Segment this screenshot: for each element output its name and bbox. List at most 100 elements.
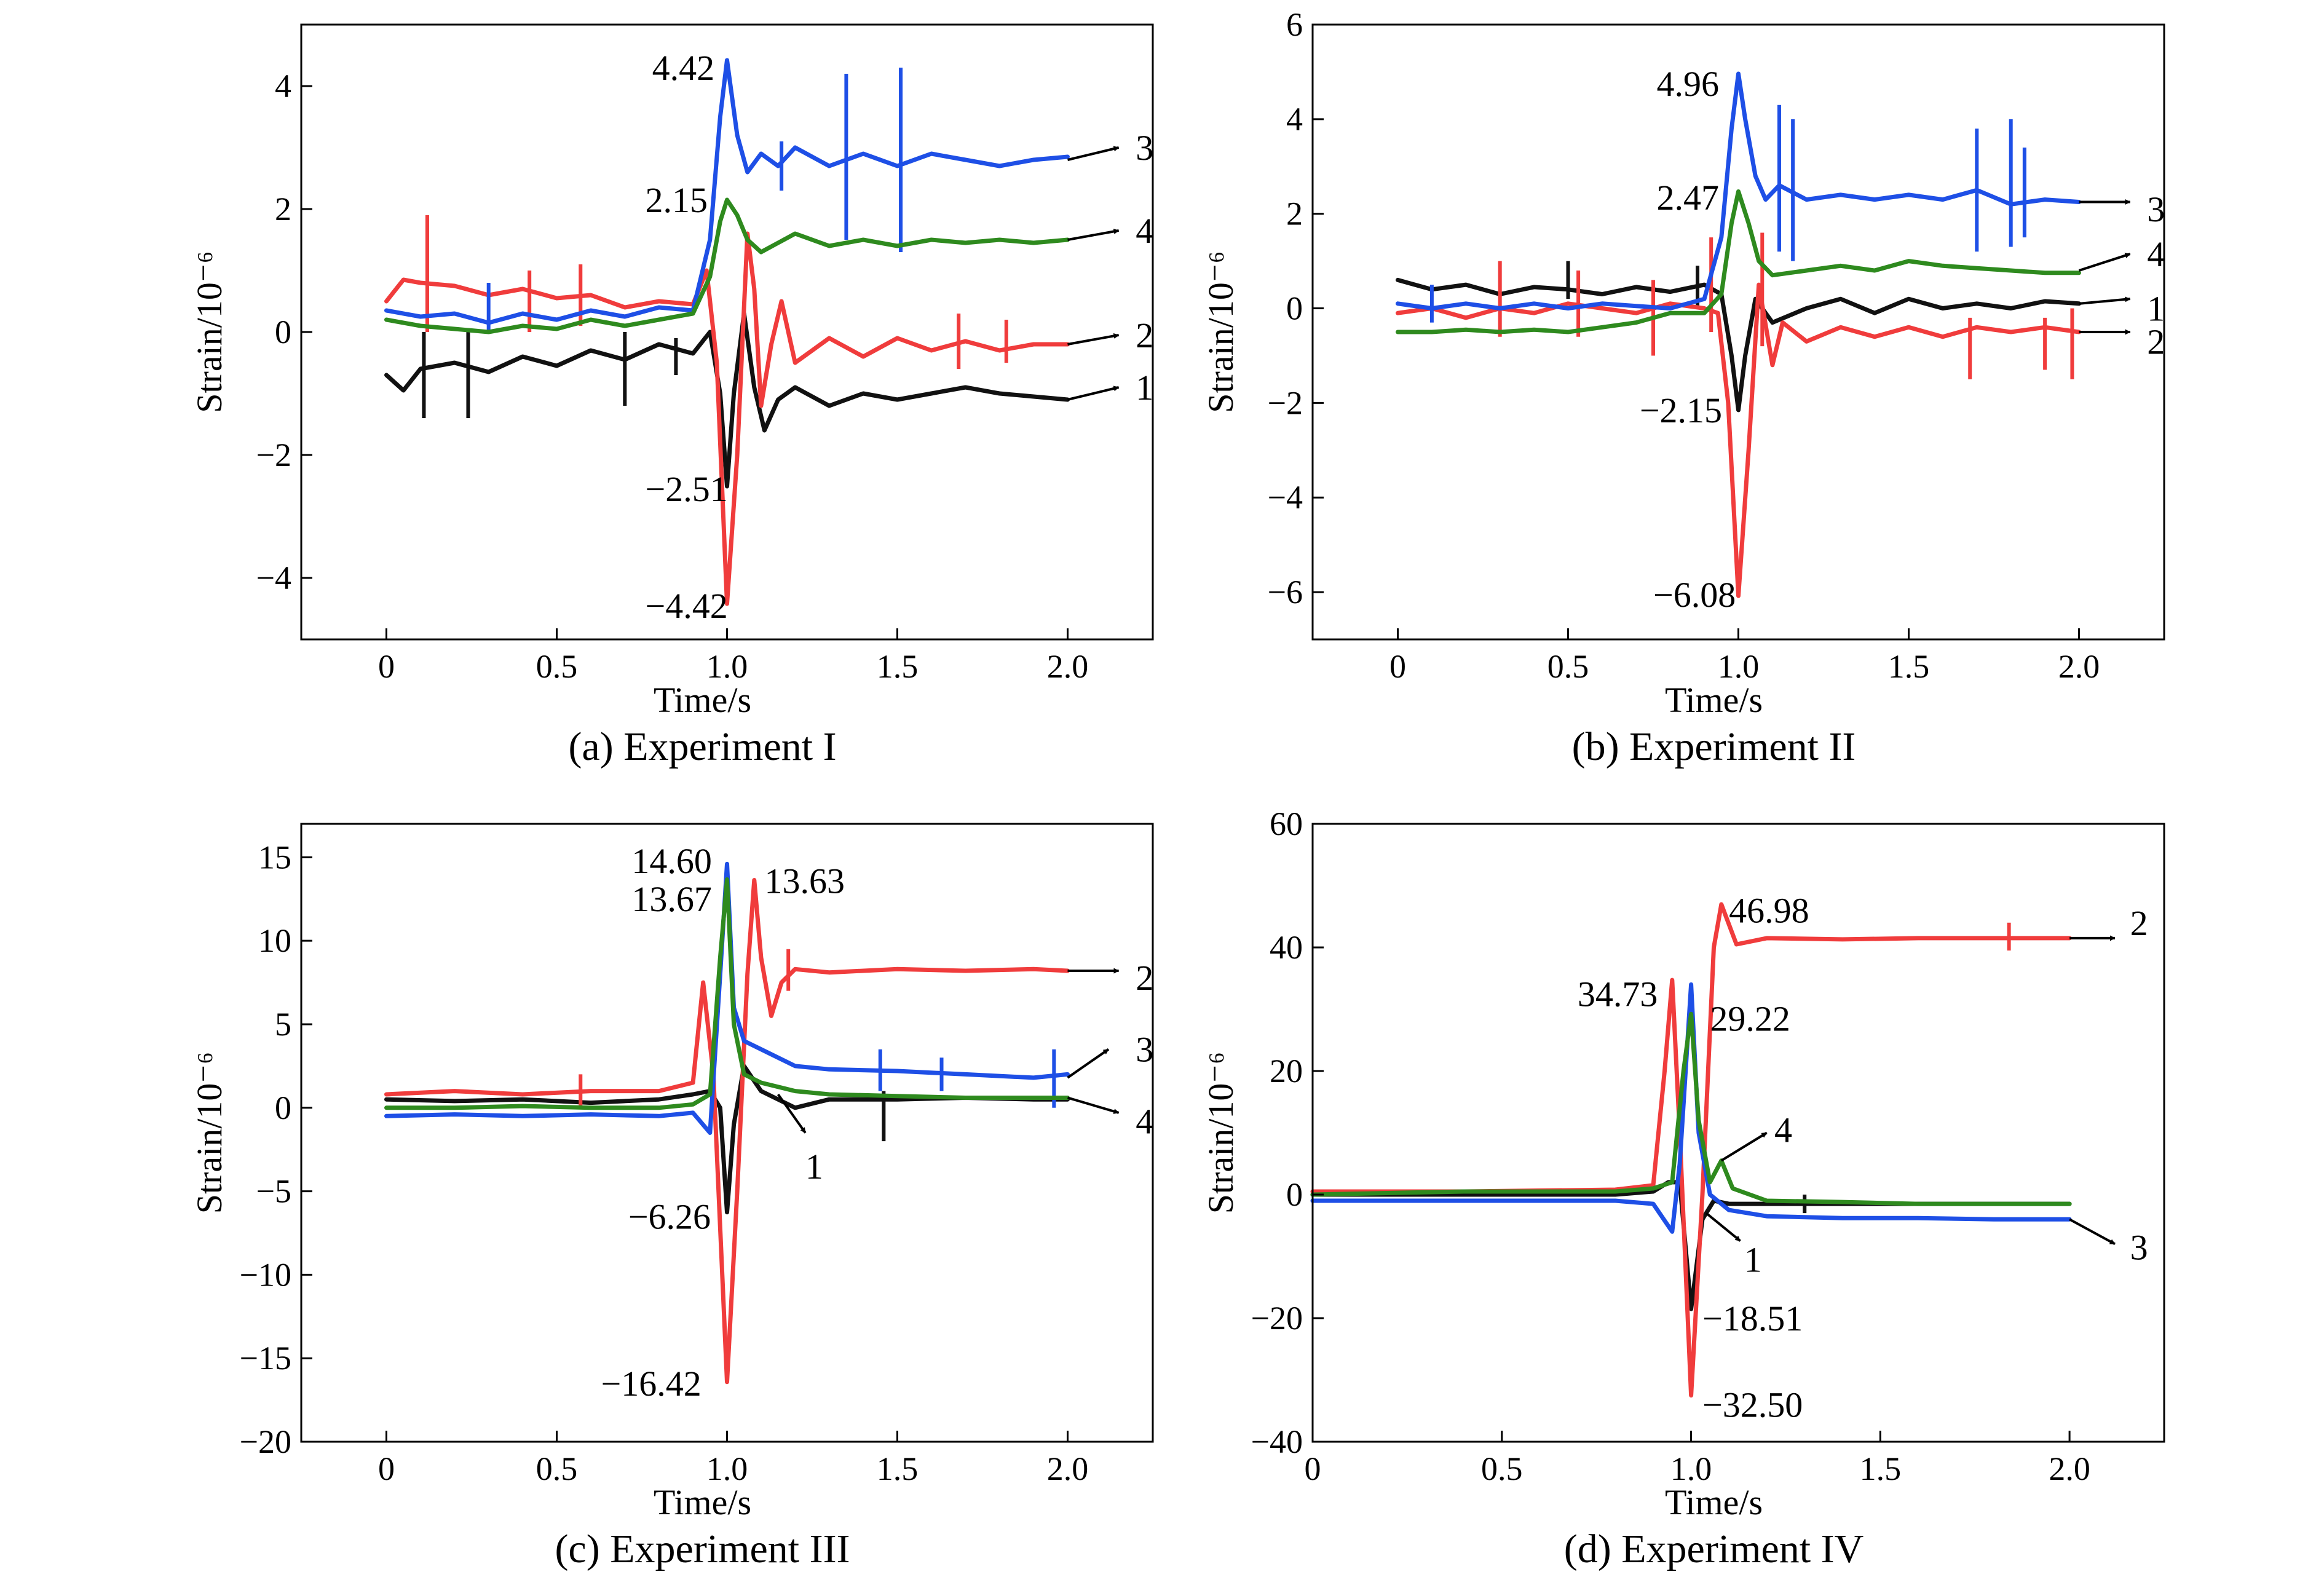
series-line-1 [1396, 277, 2081, 413]
series-label: 4 [2147, 234, 2165, 274]
series-label: 4 [1774, 1110, 1792, 1150]
series-label-arrow [2069, 1218, 2116, 1246]
y-tick-label: 0 [275, 1089, 291, 1126]
y-tick-label: −20 [240, 1423, 291, 1460]
x-tick-label: 0.5 [536, 648, 578, 685]
x-tick-label: 0 [378, 648, 395, 685]
y-tick-label: 2 [1286, 196, 1303, 232]
peak-annotation: −18.51 [1702, 1298, 1803, 1338]
x-axis-label: Time/s [1665, 680, 1763, 720]
x-axis-label: Time/s [654, 680, 751, 720]
x-tick-label: 0.5 [536, 1450, 578, 1487]
peak-annotation: 4.42 [652, 48, 715, 88]
y-tick-label: −4 [256, 559, 291, 596]
series-line-2 [384, 231, 1070, 606]
series-label-arrow [1067, 146, 1120, 161]
x-tick-label: 0.5 [1547, 648, 1589, 685]
series-label: 3 [2147, 189, 2165, 229]
y-tick-label: −4 [1268, 479, 1303, 516]
x-tick-label: 2.0 [1047, 648, 1089, 685]
y-tick-label: −10 [240, 1256, 291, 1293]
peak-annotation: 13.67 [631, 879, 712, 919]
caption: (c) Experiment III [555, 1527, 850, 1571]
x-tick-label: 0 [1389, 648, 1406, 685]
series-line-4 [384, 197, 1070, 334]
y-tick-label: −6 [1268, 574, 1303, 611]
series-line-3 [1310, 982, 2072, 1234]
series-label: 1 [1744, 1240, 1762, 1280]
x-tick-label: 1.0 [706, 1450, 748, 1487]
peak-annotation: 14.60 [631, 841, 712, 881]
series-label: 1 [805, 1147, 823, 1187]
y-tick-label: 4 [1286, 101, 1303, 138]
plot-area: 0 0.5 1.0 1.5 2.0 −40 −20 0 20 40 60 34.73 29.22 46.9… [1251, 805, 2165, 1487]
x-tick-label: 0 [1305, 1450, 1321, 1487]
peak-annotation: 2.15 [646, 180, 708, 220]
plot-area: 0 0.5 1.0 1.5 2.0 −4 −2 0 2 4 4.42 2.15 −2.51 −4.42 3 4… [256, 23, 1154, 685]
y-tick-label: −40 [1251, 1423, 1303, 1460]
panel-experiment-4: 0 0.5 1.0 1.5 2.0 −40 −20 0 20 40 60 34.73 29.22 46.9… [1201, 805, 2165, 1571]
y-tick-label: 15 [258, 839, 291, 875]
series-line-1 [384, 1064, 1070, 1215]
peak-annotation: −2.51 [646, 469, 728, 509]
series-label: 3 [1136, 1030, 1153, 1070]
x-tick-label: 0.5 [1481, 1450, 1523, 1487]
series-label: 2 [1136, 958, 1153, 998]
y-axis-label: Strain/10⁻⁶ [189, 1052, 229, 1214]
series-label: 4 [1136, 1101, 1153, 1141]
x-tick-label: 1.5 [877, 1450, 919, 1487]
y-tick-label: 4 [275, 68, 291, 105]
y-axis-label: Strain/10⁻⁶ [1201, 251, 1241, 413]
peak-annotation: −32.50 [1702, 1385, 1803, 1425]
x-tick-label: 0 [378, 1450, 395, 1487]
y-tick-label: −2 [256, 437, 291, 473]
x-tick-label: 2.0 [2058, 648, 2100, 685]
x-tick-label: 2.0 [1047, 1450, 1089, 1487]
panel-experiment-3: 0 0.5 1.0 1.5 2.0 −20 −15 −10 −5 0 5 10 15 14.60 13.63… [189, 823, 1154, 1571]
peak-annotation: 4.96 [1657, 64, 1720, 104]
series-label: 1 [1136, 368, 1153, 408]
series-label-arrow [777, 1093, 807, 1134]
series-line-4 [1396, 189, 2081, 334]
series-label-arrow [1067, 333, 1120, 346]
series-label: 3 [2130, 1227, 2148, 1267]
peak-annotation: −2.15 [1640, 390, 1722, 430]
y-tick-label: 40 [1270, 929, 1303, 966]
series-line-1 [384, 311, 1070, 489]
y-tick-label: −15 [240, 1340, 291, 1377]
plot-frame [1311, 823, 2165, 1443]
series-label-arrow [1720, 1131, 1768, 1162]
y-axis-label: Strain/10⁻⁶ [189, 251, 229, 413]
x-tick-label: 1.0 [1718, 648, 1760, 685]
y-tick-label: 0 [275, 314, 291, 350]
series-line-3 [1396, 71, 2081, 310]
series-label: 2 [2147, 322, 2165, 362]
peak-annotation: −6.26 [628, 1196, 711, 1236]
series-label-arrow [1067, 1048, 1110, 1079]
series-label-arrow [2078, 253, 2131, 272]
x-tick-label: 1.5 [1860, 1450, 1902, 1487]
x-axis-label: Time/s [654, 1482, 751, 1522]
plot-area: 0 0.5 1.0 1.5 2.0 −20 −15 −10 −5 0 5 10 15 14.60 13.63… [240, 823, 1154, 1487]
plot-area: 0 0.5 1.0 1.5 2.0 −6 −4 −2 0 2 4 6 4.96 2.47 −2.15 −6.0… [1268, 6, 2165, 685]
y-tick-label: 6 [1286, 6, 1303, 43]
peak-annotation: 29.22 [1710, 999, 1790, 1039]
peak-annotation: −4.42 [646, 586, 728, 626]
peak-annotation: −16.42 [601, 1364, 702, 1404]
y-tick-label: −5 [256, 1173, 291, 1210]
panel-experiment-2: 0 0.5 1.0 1.5 2.0 −6 −4 −2 0 2 4 6 4.96 2.47 −2.15 −6.0… [1201, 6, 2165, 769]
series-label-arrow [1067, 1096, 1120, 1114]
x-tick-label: 1.0 [706, 648, 748, 685]
caption: (b) Experiment II [1572, 724, 1856, 769]
peak-annotation: 46.98 [1729, 891, 1809, 931]
peak-annotation: −6.08 [1653, 575, 1736, 615]
series-label: 3 [1136, 128, 1153, 168]
series-line-2 [1310, 902, 2072, 1398]
series-line-4 [1310, 1011, 2072, 1206]
y-tick-label: 0 [1286, 1176, 1303, 1213]
series-label: 4 [1136, 211, 1153, 251]
y-axis-label: Strain/10⁻⁶ [1201, 1052, 1241, 1214]
y-tick-label: 20 [1270, 1053, 1303, 1089]
series-label: 2 [2130, 903, 2148, 943]
peak-annotation: 13.63 [764, 861, 845, 901]
